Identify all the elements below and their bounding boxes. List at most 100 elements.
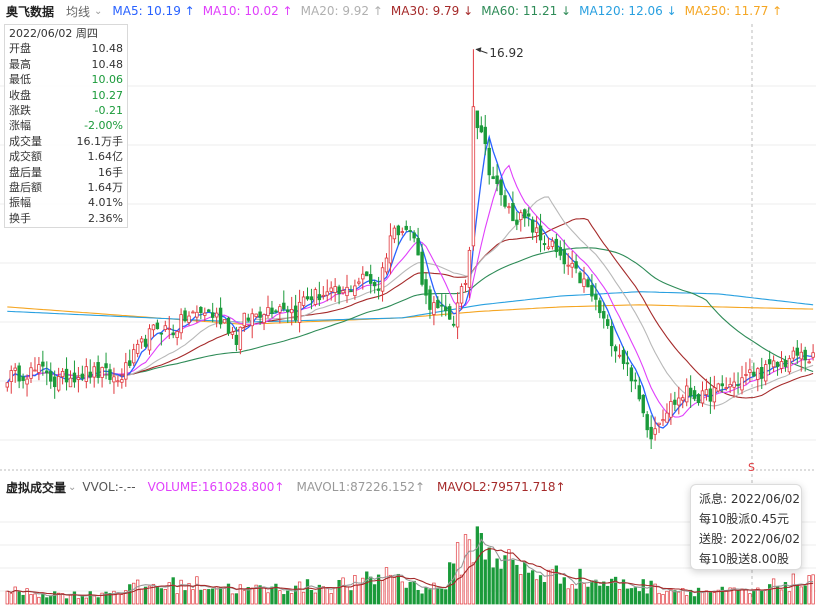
volume-bar bbox=[68, 594, 73, 605]
ma-legend-item[interactable]: MA30: 9.79 ↓ bbox=[390, 4, 474, 18]
volume-bar bbox=[708, 591, 713, 605]
volume-bar bbox=[80, 595, 85, 605]
candle-body bbox=[657, 422, 661, 426]
candle-body bbox=[641, 394, 645, 414]
volume-bar bbox=[582, 583, 586, 605]
volume-bar bbox=[475, 526, 479, 605]
volume-bar bbox=[278, 590, 282, 605]
candle-body bbox=[171, 332, 175, 336]
candle-body bbox=[463, 283, 468, 285]
candle-body bbox=[455, 302, 460, 328]
candle-body bbox=[207, 309, 211, 312]
volume-bar bbox=[673, 590, 677, 605]
dividend-event-marker[interactable]: S bbox=[748, 461, 755, 474]
volume-bar bbox=[250, 587, 254, 605]
candle-body bbox=[246, 317, 250, 321]
candle-body bbox=[645, 414, 649, 431]
ma-legend-item[interactable]: MA120: 12.06 ↓ bbox=[579, 4, 677, 18]
candle-body bbox=[135, 343, 140, 354]
chevron-down-icon[interactable]: ⌄ bbox=[68, 481, 77, 493]
volume-bar bbox=[116, 593, 120, 605]
volume-bar bbox=[309, 590, 314, 605]
candle-body bbox=[590, 285, 594, 297]
ma5-line bbox=[6, 134, 814, 429]
peak-arrow-icon bbox=[475, 47, 482, 53]
volume-bar bbox=[748, 593, 752, 605]
candle-body bbox=[681, 397, 685, 401]
candle-body bbox=[487, 147, 491, 176]
volume-indicator-title[interactable]: 虚拟成交量 bbox=[6, 480, 67, 495]
candle-body bbox=[199, 307, 203, 314]
candle-body bbox=[159, 332, 164, 335]
candle-body bbox=[53, 376, 57, 388]
candle-body bbox=[451, 323, 456, 326]
candle-body bbox=[17, 365, 21, 382]
volume-bar bbox=[45, 597, 49, 605]
volume-bar bbox=[574, 588, 578, 605]
candle-body bbox=[400, 231, 404, 233]
info-row: 涨幅 -2.00% bbox=[9, 118, 123, 133]
candle-body bbox=[250, 313, 254, 327]
candle-body bbox=[230, 331, 235, 335]
volume-bar bbox=[783, 582, 788, 605]
candle-body bbox=[420, 251, 424, 285]
candle-body bbox=[775, 361, 780, 367]
volume-bar bbox=[775, 586, 780, 605]
ma-legend-item[interactable]: MA10: 10.02 ↑ bbox=[202, 4, 293, 18]
candle-body bbox=[218, 307, 223, 325]
candle-body bbox=[238, 326, 243, 350]
info-value: 10.06 bbox=[91, 73, 124, 87]
volume-bar bbox=[290, 593, 294, 605]
volume-bar bbox=[108, 592, 112, 605]
ma-legend-item[interactable]: MA250: 11.77 ↑ bbox=[684, 4, 783, 18]
candle-body bbox=[289, 309, 294, 314]
volume-bar bbox=[590, 580, 594, 605]
candle-body bbox=[692, 390, 697, 399]
volume-bar bbox=[171, 577, 175, 605]
volume-label: VOLUME:161028.800↑ bbox=[147, 480, 285, 494]
candle-body bbox=[49, 371, 53, 382]
chevron-down-icon[interactable]: ⌄ bbox=[94, 5, 103, 17]
candle-body bbox=[13, 367, 17, 371]
candle-body bbox=[566, 264, 570, 267]
candle-body bbox=[143, 338, 148, 347]
volume-bar bbox=[736, 590, 740, 605]
candle-body bbox=[254, 313, 258, 318]
candle-body bbox=[578, 272, 582, 284]
info-row: 盘后量 16手 bbox=[9, 165, 123, 180]
ma-legend-item[interactable]: MA20: 9.92 ↑ bbox=[300, 4, 383, 18]
candle-body bbox=[187, 315, 191, 323]
stock-name[interactable]: 奥飞数据 bbox=[6, 4, 55, 19]
candle-body bbox=[479, 125, 483, 133]
info-value: 1.64亿 bbox=[87, 150, 124, 164]
volume-bar bbox=[756, 587, 760, 605]
volume-bar bbox=[294, 585, 298, 605]
volume-bar bbox=[282, 594, 286, 605]
volume-bar bbox=[53, 591, 57, 605]
ma-legend-item[interactable]: MA60: 11.21 ↓ bbox=[481, 4, 572, 18]
volume-bar bbox=[404, 587, 408, 605]
volume-bar bbox=[542, 582, 547, 605]
mavol1-line bbox=[7, 538, 814, 597]
volume-bar bbox=[558, 583, 562, 605]
grid-lines bbox=[0, 24, 816, 604]
candle-body bbox=[396, 225, 401, 236]
candle-body bbox=[9, 370, 13, 382]
indicator-mode-selector[interactable]: 均线 bbox=[66, 4, 91, 19]
volume-bar bbox=[147, 585, 152, 605]
candle-body bbox=[554, 238, 559, 253]
volume-bar bbox=[21, 594, 25, 605]
candle-body bbox=[29, 367, 33, 379]
candle-body bbox=[293, 305, 298, 321]
volume-bar bbox=[550, 569, 555, 605]
ma-legend-item[interactable]: MA5: 10.19 ↑ bbox=[112, 4, 195, 18]
candle-body bbox=[519, 212, 523, 221]
volume-bar bbox=[594, 579, 598, 605]
volume-bar bbox=[598, 585, 602, 605]
candle-body bbox=[234, 334, 239, 345]
mavol2-label: MAVOL2:79571.718↑ bbox=[437, 480, 566, 494]
volume-bar bbox=[64, 598, 69, 605]
candle-body bbox=[282, 302, 286, 310]
volume-bar bbox=[649, 580, 653, 605]
volume-bar bbox=[546, 569, 551, 605]
